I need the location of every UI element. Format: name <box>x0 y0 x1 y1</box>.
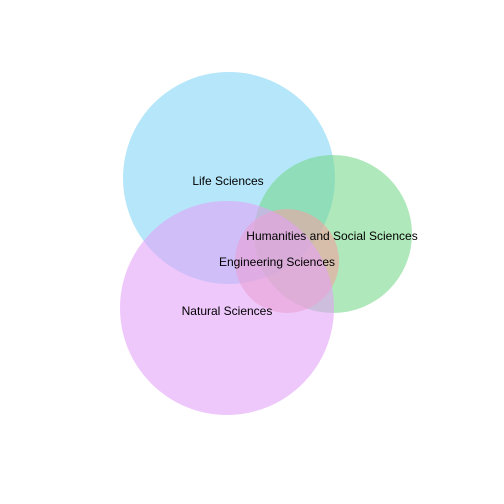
natural-sciences-label: Natural Sciences <box>182 304 273 318</box>
humanities-social-sciences-label: Humanities and Social Sciences <box>246 229 417 243</box>
natural-sciences-circle <box>120 201 334 415</box>
life-sciences-label: Life Sciences <box>192 174 263 188</box>
engineering-sciences-label: Engineering Sciences <box>219 255 335 269</box>
